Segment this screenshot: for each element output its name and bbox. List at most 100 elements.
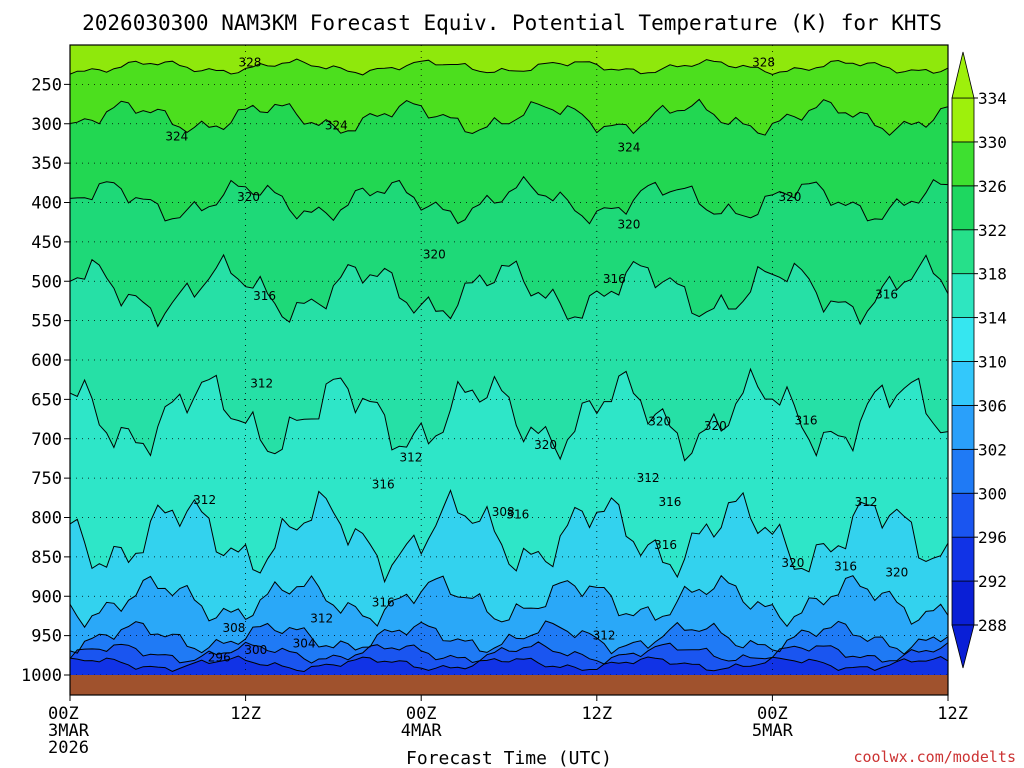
y-tick-label: 750 xyxy=(31,469,62,489)
contour-label: 312 xyxy=(637,471,660,485)
fill-band xyxy=(70,59,948,136)
colorbar-label: 310 xyxy=(978,353,1007,372)
fill-band xyxy=(70,575,948,655)
contour-line xyxy=(70,620,948,655)
contour-label: 324 xyxy=(325,118,348,132)
colorbar-bottom-arrow xyxy=(951,624,975,669)
contour-label: 316 xyxy=(372,596,395,610)
colorbar-label: 318 xyxy=(978,265,1007,284)
fill-band xyxy=(70,621,948,664)
contour-labels: 328 3283243243243203203203203163163163163… xyxy=(165,55,908,664)
contour-label: 312 xyxy=(400,451,423,465)
colorbar-label: 292 xyxy=(978,572,1007,591)
x-tick-label: 12Z xyxy=(937,704,968,724)
contour-line xyxy=(70,655,948,673)
contour-label: 308 xyxy=(222,621,245,635)
colorbar-label: 314 xyxy=(978,309,1007,328)
y-tick-label: 600 xyxy=(31,351,62,371)
x-tick-label: 3MAR xyxy=(48,721,90,741)
colorbar-segment xyxy=(951,97,975,143)
x-tick-label: 5MAR xyxy=(752,721,794,741)
colorbar-label: 296 xyxy=(978,528,1007,547)
colorbar-label: 334 xyxy=(978,89,1007,108)
credit-text: coolwx.com/modelts xyxy=(853,748,1016,766)
contour-label: 320 xyxy=(781,556,804,570)
contour-line xyxy=(70,367,948,462)
colorbar-segment xyxy=(951,448,975,494)
contour-label: 320 xyxy=(885,566,908,580)
contour-label: 304 xyxy=(293,637,316,651)
ground-surface xyxy=(70,675,948,695)
contour-line xyxy=(70,253,948,328)
colorbar-segment xyxy=(951,580,975,626)
colorbar-segment xyxy=(951,536,975,582)
colorbar-top-arrow xyxy=(951,51,975,99)
y-tick-label: 350 xyxy=(31,154,62,174)
contour-label: 312 xyxy=(593,629,616,643)
x-tick-label: 00Z xyxy=(406,704,437,724)
contour-label: 320 xyxy=(237,190,260,204)
fill-band xyxy=(70,99,948,224)
contour-line xyxy=(70,175,948,225)
chart-title: 2026030300 NAM3KM Forecast Equiv. Potent… xyxy=(82,11,942,35)
y-tick-label: 250 xyxy=(31,75,62,95)
y-tick-label: 800 xyxy=(31,509,62,529)
fill-band xyxy=(70,656,948,675)
contour-label: 316 xyxy=(253,289,276,303)
contour-label: 316 xyxy=(659,495,682,509)
contour-label: 312 xyxy=(310,611,333,625)
contour-label: 320 xyxy=(618,218,641,232)
contour-label: 300 xyxy=(244,643,267,657)
colorbar-segment xyxy=(951,492,975,538)
colorbar-label: 302 xyxy=(978,440,1007,459)
colorbar-label: 306 xyxy=(978,396,1007,415)
colorbar-label: 300 xyxy=(978,484,1007,503)
y-tick-label: 1000 xyxy=(21,666,62,686)
y-tick-label: 400 xyxy=(31,194,62,214)
colorbar-segment xyxy=(951,361,975,406)
contour-label: 316 xyxy=(603,272,626,286)
y-tick-label: 550 xyxy=(31,312,62,332)
colorbar-segment xyxy=(951,273,975,318)
contour-label: 316 xyxy=(834,559,857,573)
contour-label: 320 xyxy=(534,438,557,452)
x-tick-label: 00Z xyxy=(757,704,788,724)
y-tick-label: 850 xyxy=(31,548,62,568)
y-tick-label: 650 xyxy=(31,390,62,410)
plot-area xyxy=(70,45,948,675)
contour-label: 316 xyxy=(372,477,395,491)
colorbar-label: 330 xyxy=(978,133,1007,152)
contour-label: 312 xyxy=(193,493,216,507)
x-tick-label: 12Z xyxy=(230,704,261,724)
contour-label: 316 xyxy=(506,507,529,521)
fill-band xyxy=(70,369,948,582)
contour-label: 324 xyxy=(618,140,641,154)
colorbar-segment xyxy=(951,185,975,231)
colorbar-segment xyxy=(951,317,975,362)
contour-label: 320 xyxy=(648,414,671,428)
contour-label: 328 xyxy=(752,55,775,69)
contour-label: 320 xyxy=(423,247,446,261)
y-axis: 250 300 350 400 450 500 550 600 650 700 750 800 850 9… xyxy=(21,75,70,686)
x-tick-label: 4MAR xyxy=(401,721,443,741)
colorbar: 288 292 296 300 302 306 310 314 318 322 326 330 334 xyxy=(951,51,1007,669)
y-tick-label: 950 xyxy=(31,627,62,647)
colorbar-segment xyxy=(951,229,975,275)
contour-label: 324 xyxy=(165,129,188,143)
y-tick-label: 700 xyxy=(31,430,62,450)
contour-label: 320 xyxy=(704,419,727,433)
colorbar-segment xyxy=(951,141,975,187)
contour-label: 312 xyxy=(855,495,878,509)
y-tick-label: 300 xyxy=(31,115,62,135)
contour-line xyxy=(70,58,948,76)
contour-label: 312 xyxy=(250,377,273,391)
x-axis-label: Forecast Time (UTC) xyxy=(406,748,612,768)
x-tick-label: 12Z xyxy=(581,704,612,724)
contour-label: 320 xyxy=(779,190,802,204)
contour-label: 316 xyxy=(875,288,898,302)
fill-band xyxy=(70,45,948,75)
fill-band xyxy=(70,490,948,628)
contour-line xyxy=(70,488,948,584)
